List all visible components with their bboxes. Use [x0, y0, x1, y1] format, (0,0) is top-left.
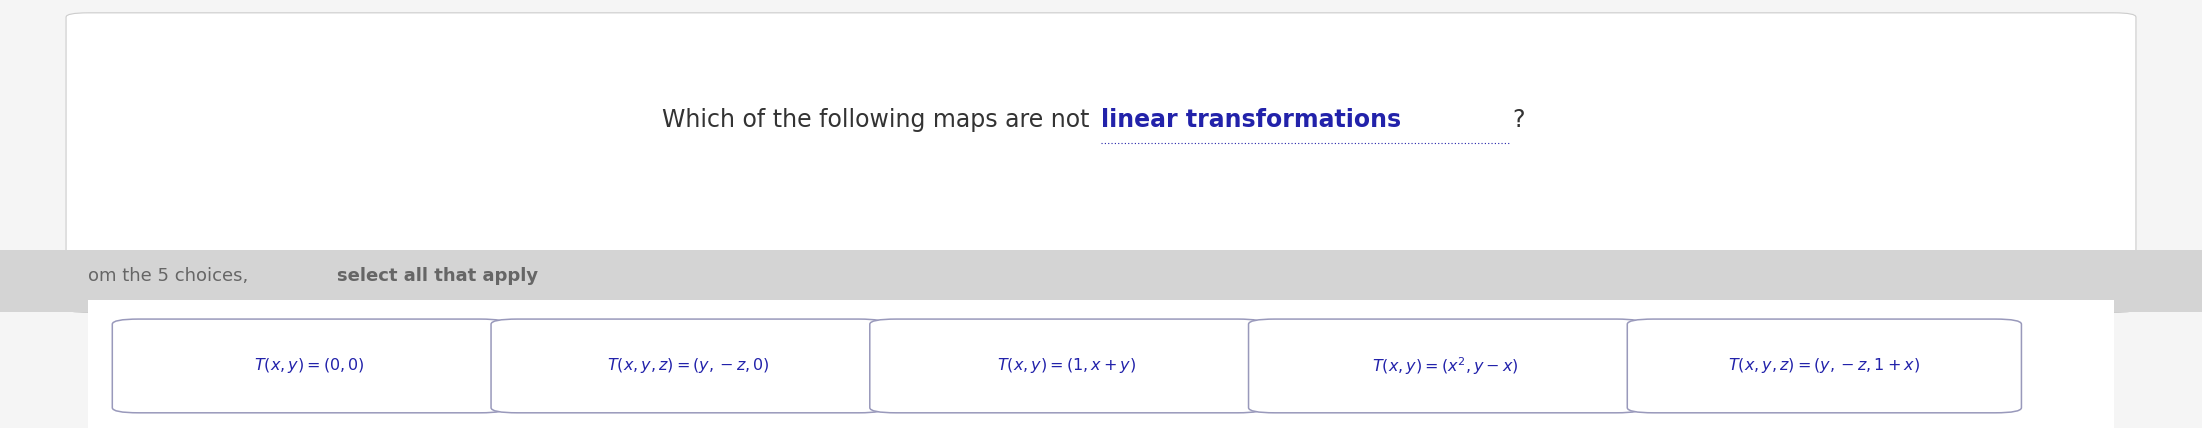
- Text: $T(x, y) = (1, x + y)$: $T(x, y) = (1, x + y)$: [998, 357, 1136, 375]
- FancyBboxPatch shape: [1249, 319, 1643, 413]
- Text: om the 5 choices,: om the 5 choices,: [88, 267, 253, 285]
- Text: linear transformations: linear transformations: [1101, 108, 1400, 132]
- Text: $T(x, y) = (0, 0)$: $T(x, y) = (0, 0)$: [253, 357, 366, 375]
- Text: select all that apply: select all that apply: [337, 267, 537, 285]
- FancyBboxPatch shape: [1627, 319, 2021, 413]
- Text: Which of the following maps are not: Which of the following maps are not: [661, 108, 1097, 132]
- FancyBboxPatch shape: [0, 250, 2202, 312]
- Text: $T(x, y, z) = (y, -z, 0)$: $T(x, y, z) = (y, -z, 0)$: [608, 357, 768, 375]
- FancyBboxPatch shape: [88, 300, 2114, 428]
- FancyBboxPatch shape: [491, 319, 885, 413]
- FancyBboxPatch shape: [870, 319, 1264, 413]
- FancyBboxPatch shape: [66, 13, 2136, 312]
- Text: $T(x, y) = (x^2, y - x)$: $T(x, y) = (x^2, y - x)$: [1372, 355, 1519, 377]
- FancyBboxPatch shape: [112, 319, 506, 413]
- Text: ?: ?: [1513, 108, 1526, 132]
- Text: $T(x, y, z) = (y, -z, 1 + x)$: $T(x, y, z) = (y, -z, 1 + x)$: [1729, 357, 1920, 375]
